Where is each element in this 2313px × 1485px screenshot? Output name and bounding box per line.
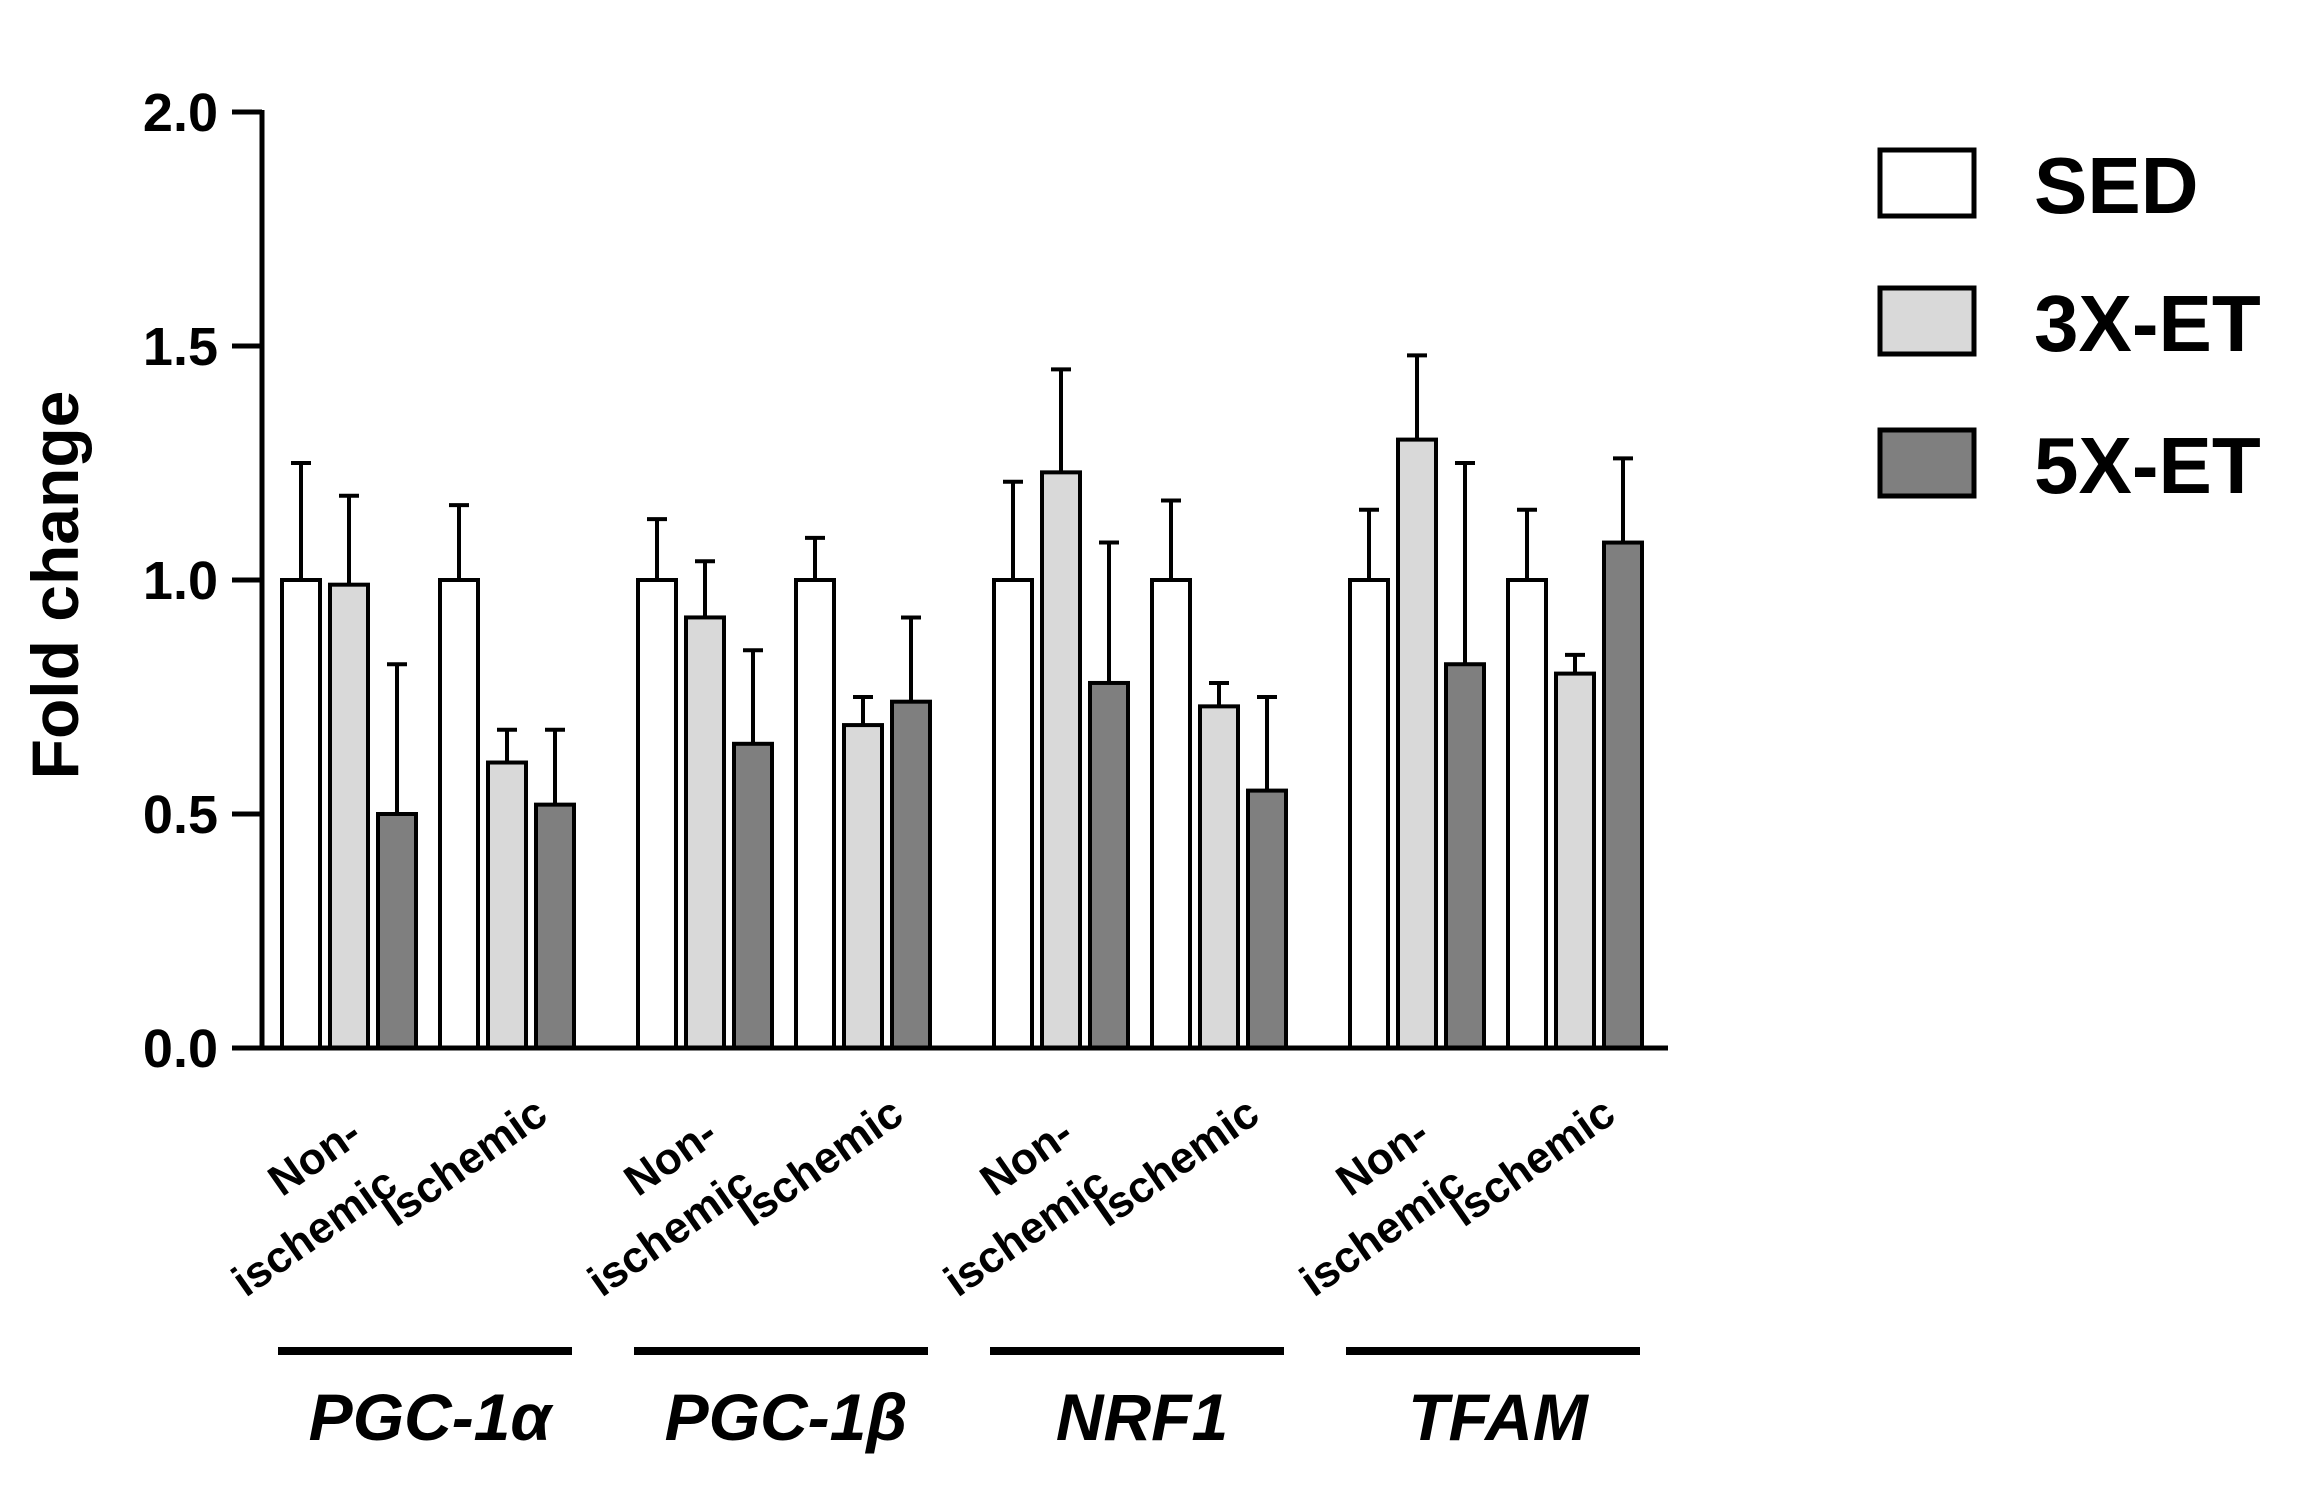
bar-3X-ET (1198, 704, 1240, 1050)
legend-swatch-5X-ET (1877, 427, 1977, 499)
legend-label: SED (2034, 141, 2199, 230)
bar-5X-ET (1602, 540, 1644, 1050)
bar-SED (280, 578, 322, 1050)
gene-label: PGC-1β (665, 1380, 908, 1454)
bar-5X-ET (1088, 680, 1130, 1051)
gene-label: TFAM (1408, 1380, 1590, 1454)
y-tick-label: 1.0 (143, 551, 218, 611)
bar-SED (438, 578, 480, 1050)
condition-label: Ischemic (1085, 1088, 1267, 1236)
condition-label: Ischemic (373, 1088, 555, 1236)
bar-3X-ET (684, 615, 726, 1050)
bar-SED (794, 578, 836, 1050)
y-tick-label: 0.5 (143, 785, 218, 845)
bar-5X-ET (1444, 662, 1486, 1050)
bar-3X-ET (486, 760, 528, 1051)
axes: 0.0 0.5 1.0 1.5 2.0 (143, 83, 1668, 1079)
bar-5X-ET (534, 802, 576, 1051)
bar-5X-ET (376, 812, 418, 1050)
bar-3X-ET (1554, 671, 1596, 1050)
bar-SED (1506, 578, 1548, 1050)
bar-3X-ET (842, 723, 884, 1051)
bar-3X-ET (1040, 470, 1082, 1050)
gene-label: NRF1 (1056, 1380, 1228, 1454)
bar-3X-ET (328, 582, 370, 1050)
y-tick-label: 2.0 (143, 83, 218, 143)
y-tick-label: 0.0 (143, 1019, 218, 1079)
legend-label: 3X-ET (2034, 279, 2261, 368)
bar-SED (636, 578, 678, 1050)
legend-swatch-SED (1877, 147, 1977, 219)
condition-label: Ischemic (1441, 1088, 1623, 1236)
legend-swatch-3X-ET (1877, 285, 1977, 357)
category-labels: Non-ischemicIschemicPGC-1αNon-ischemicIs… (223, 1088, 1640, 1454)
plot-area (280, 353, 1644, 1051)
y-tick-label: 1.5 (143, 317, 218, 377)
legend-label: 5X-ET (2034, 421, 2261, 510)
bar-SED (992, 578, 1034, 1050)
legend: SED 3X-ET 5X-ET (1877, 141, 2261, 510)
gene-label: PGC-1α (309, 1380, 555, 1454)
y-axis-title: Fold change (18, 391, 92, 780)
bar-3X-ET (1396, 437, 1438, 1051)
bar-5X-ET (890, 699, 932, 1050)
bar-5X-ET (732, 741, 774, 1050)
condition-label: Ischemic (729, 1088, 911, 1236)
bar-SED (1150, 578, 1192, 1050)
bar-5X-ET (1246, 788, 1288, 1050)
bar-SED (1348, 578, 1390, 1050)
